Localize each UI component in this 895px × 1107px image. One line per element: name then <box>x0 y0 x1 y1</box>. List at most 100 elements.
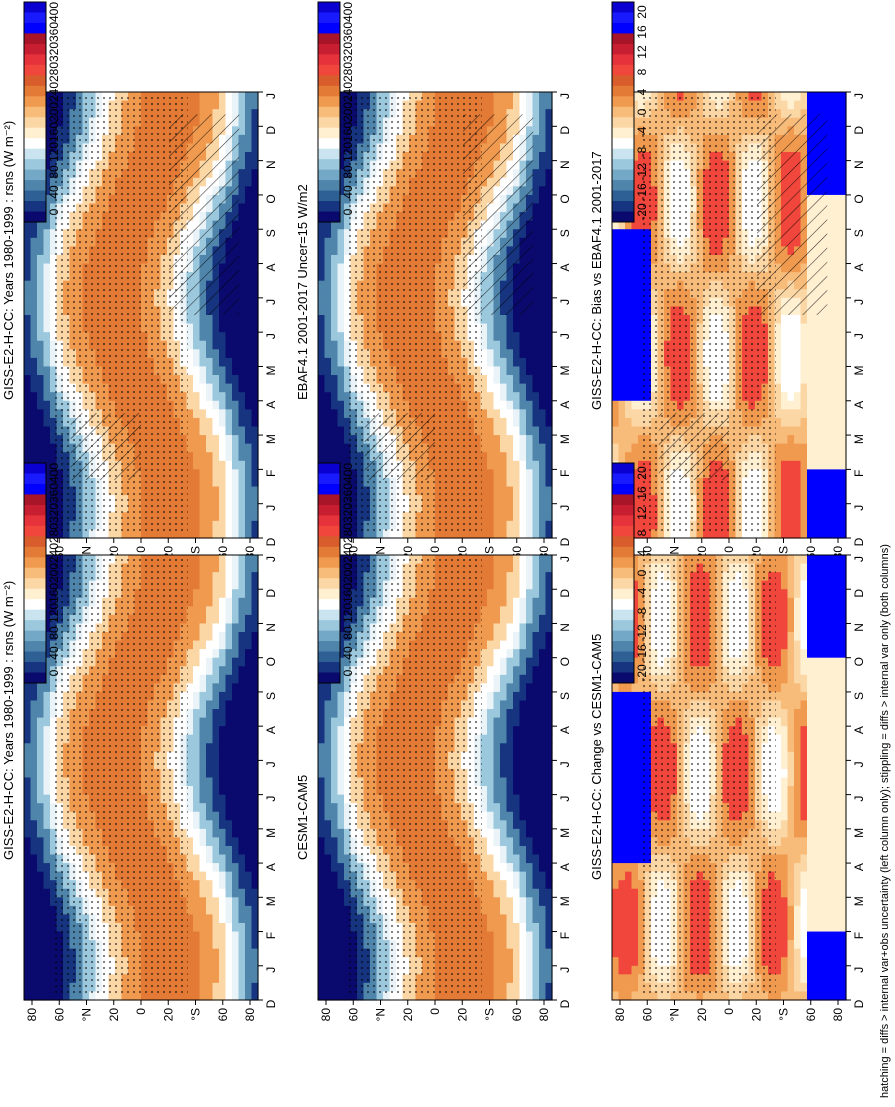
heat-cell <box>24 444 31 453</box>
heat-cell <box>193 555 200 564</box>
heat-cell <box>232 880 239 889</box>
heat-cell <box>232 718 239 727</box>
heat-cell <box>331 315 338 324</box>
heat-cell <box>232 709 239 718</box>
heat-cell <box>193 778 200 787</box>
heat-cell <box>226 666 233 675</box>
heat-cell <box>226 795 233 804</box>
heat-cell <box>213 315 220 324</box>
heat-cell <box>338 358 345 367</box>
heat-cell <box>245 675 252 684</box>
colorbar-swatch <box>24 599 46 610</box>
heat-cell <box>226 760 233 769</box>
heat-cell <box>200 786 207 795</box>
heat-cell <box>193 769 200 778</box>
heat-cell <box>239 880 246 889</box>
heat-cell <box>37 718 44 727</box>
colorbar-swatch <box>24 191 46 202</box>
heat-cell <box>37 923 44 932</box>
heat-cell <box>31 384 38 393</box>
heat-cell <box>44 863 51 872</box>
heat-cell <box>193 649 200 658</box>
heat-cell <box>219 375 226 384</box>
heat-cell <box>24 786 31 795</box>
heat-cell <box>232 949 239 958</box>
heat-cell <box>232 529 239 538</box>
heat-cell <box>31 427 38 436</box>
heat-cell <box>325 427 332 436</box>
heat-cell <box>239 743 246 752</box>
heat-cell <box>193 735 200 744</box>
colorbar-tick-label: 0 <box>47 669 61 676</box>
heat-cell <box>37 349 44 358</box>
heat-cell <box>245 649 252 658</box>
heat-cell <box>245 461 252 470</box>
heat-cell <box>338 375 345 384</box>
heat-cell <box>219 529 226 538</box>
heat-cell <box>245 126 252 135</box>
heat-cell <box>245 683 252 692</box>
heat-cell <box>44 435 51 444</box>
heat-cell <box>37 409 44 418</box>
heat-cell <box>206 487 213 496</box>
heat-cell <box>193 315 200 324</box>
heat-cell <box>239 487 246 496</box>
heat-cell <box>219 589 226 598</box>
heat-cell <box>318 392 325 401</box>
heat-cell <box>24 255 31 264</box>
heat-cell <box>219 606 226 615</box>
heat-cell <box>24 863 31 872</box>
heat-cell <box>193 880 200 889</box>
heat-cell <box>193 401 200 410</box>
heat-cell <box>331 306 338 315</box>
heat-cell <box>245 786 252 795</box>
heat-cell <box>213 555 220 564</box>
heat-cell <box>232 666 239 675</box>
heat-cell <box>213 983 220 992</box>
heat-cell <box>338 289 345 298</box>
heat-cell <box>200 700 207 709</box>
heat-cell <box>200 829 207 838</box>
heat-cell <box>245 504 252 513</box>
heat-cell <box>245 101 252 110</box>
heat-cell <box>239 358 246 367</box>
heat-cell <box>331 255 338 264</box>
heat-cell <box>44 974 51 983</box>
heat-cell <box>193 743 200 752</box>
heat-cell <box>245 298 252 307</box>
heat-cell <box>226 375 233 384</box>
heat-cell <box>318 427 325 436</box>
heat-cell <box>325 229 332 238</box>
heat-cell <box>24 829 31 838</box>
heat-cell <box>31 735 38 744</box>
colorbar-swatch <box>24 505 46 516</box>
heat-cell <box>239 726 246 735</box>
month-tick-label: O <box>264 194 278 203</box>
heat-cell <box>193 726 200 735</box>
heat-cell <box>37 306 44 315</box>
heat-cell <box>219 692 226 701</box>
heat-cell <box>331 452 338 461</box>
heat-cell <box>206 461 213 470</box>
heat-cell <box>245 281 252 290</box>
heat-cell <box>193 409 200 418</box>
heat-cell <box>232 461 239 470</box>
heat-cell <box>213 504 220 513</box>
heat-cell <box>200 803 207 812</box>
heat-cell <box>193 786 200 795</box>
heat-cell <box>245 966 252 975</box>
heat-cell <box>44 923 51 932</box>
heat-cell <box>44 983 51 992</box>
colorbar-swatch <box>24 212 46 223</box>
heat-cell <box>232 966 239 975</box>
heat-cell <box>213 846 220 855</box>
heat-cell <box>226 427 233 436</box>
heat-cell <box>219 889 226 898</box>
colorbar-swatch <box>24 494 46 505</box>
heat-cell <box>193 521 200 530</box>
heat-cell <box>193 581 200 590</box>
heat-cell <box>24 238 31 247</box>
heat-cell <box>193 529 200 538</box>
heat-cell <box>239 109 246 118</box>
heat-cell <box>44 444 51 453</box>
